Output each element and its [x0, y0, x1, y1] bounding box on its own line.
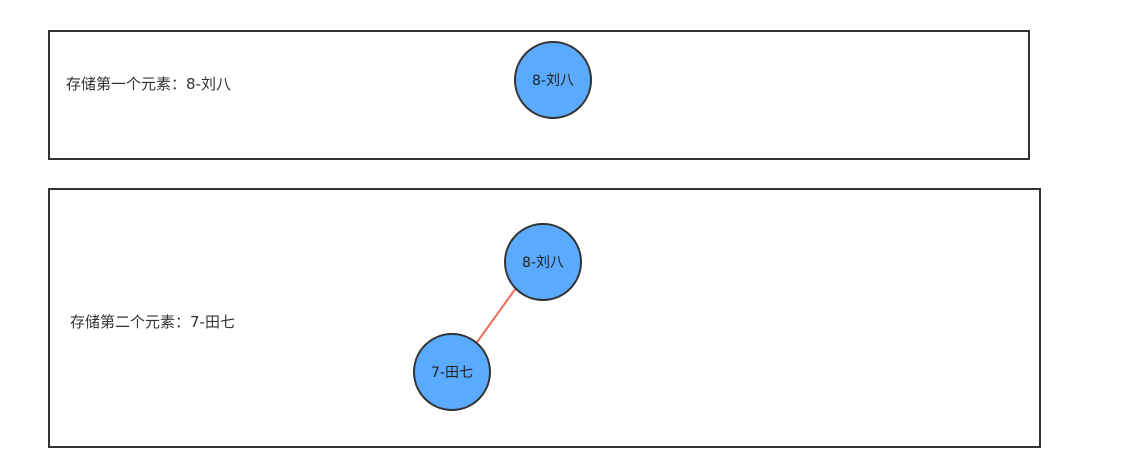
tree-node-label: 7-田七 [431, 365, 473, 381]
tree-node-circle [504, 223, 582, 301]
tree-node-circle [514, 41, 592, 119]
tree-node-label: 8-刘八 [522, 255, 564, 271]
tree-node-label: 8-刘八 [532, 73, 574, 89]
step-2-tree: 8-刘八 7-田七 [413, 223, 582, 411]
tree-node-8: 8-刘八 [514, 41, 592, 119]
step-2-caption: 存储第二个元素：7-田七 [70, 313, 235, 331]
step-1-caption: 存储第一个元素：8-刘八 [66, 75, 231, 93]
tree-node-circle [413, 333, 491, 411]
step-1-tree: 8-刘八 [514, 41, 592, 119]
tree-node-8: 8-刘八 [504, 223, 582, 301]
tree-node-7: 7-田七 [413, 333, 491, 411]
tree-edge-8-7 [474, 287, 517, 346]
